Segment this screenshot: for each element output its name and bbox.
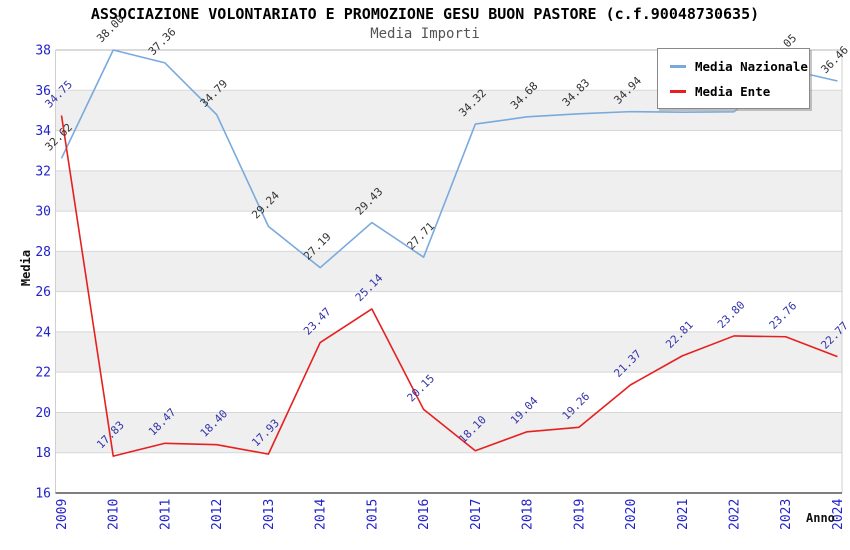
y-tick-label: 22 (35, 366, 51, 381)
point-label-media-nazionale: 38.00 (94, 13, 127, 46)
y-tick-label: 20 (35, 406, 51, 421)
series-line-media-nazionale (60, 49, 838, 269)
grid-band (55, 412, 842, 453)
x-axis-title: Anno (806, 511, 835, 525)
x-tick-label: 2013 (262, 499, 277, 530)
grid-band (55, 211, 842, 252)
x-tick-label: 2014 (314, 499, 329, 530)
x-tick-label: 2018 (521, 499, 536, 530)
grid-band (55, 130, 842, 171)
legend-label-media-ente: Media Ente (695, 84, 771, 99)
y-tick-label: 30 (35, 205, 51, 220)
chart-title: ASSOCIAZIONE VOLONTARIATO E PROMOZIONE G… (90, 5, 760, 23)
x-tick-label: 2009 (55, 499, 70, 530)
x-tick-label: 2015 (365, 499, 380, 530)
legend-item-media-ente: Media Ente (670, 84, 801, 99)
grid-band (55, 251, 842, 292)
x-tick-label: 2023 (779, 499, 794, 530)
x-tick-label: 2016 (417, 499, 432, 530)
legend-label-media-nazionale: Media Nazionale (695, 59, 808, 74)
y-tick-label: 32 (35, 164, 51, 179)
media-ente-line-swatch-icon (670, 90, 686, 93)
y-axis-title: Media (19, 249, 33, 287)
x-tick-label: 2012 (210, 499, 225, 530)
x-tick-label: 2017 (469, 499, 484, 530)
grid-band (55, 331, 842, 373)
legend: Media Nazionale Media Ente (657, 48, 810, 109)
x-tick-label: 2024 (831, 499, 846, 530)
y-tick-label: 24 (35, 325, 51, 340)
chart-subtitle: Media Importi (370, 26, 480, 42)
grid-band (55, 372, 842, 413)
series-line-media-ente (60, 115, 838, 457)
grid-band (55, 452, 842, 493)
y-tick-label: 26 (35, 285, 51, 300)
y-tick-label: 18 (35, 446, 51, 461)
y-tick-label: 34 (35, 124, 51, 139)
x-tick-label: 2020 (624, 499, 639, 530)
x-tick-label: 2021 (676, 499, 691, 530)
y-tick-label: 16 (35, 487, 51, 502)
media-nazionale-line-swatch-icon (670, 65, 686, 68)
x-tick-label: 2022 (727, 499, 742, 530)
grid-band (55, 291, 842, 332)
x-tick-label: 2019 (572, 499, 587, 530)
x-tick-label: 2011 (158, 499, 173, 530)
y-tick-label: 36 (35, 84, 51, 99)
y-tick-label: 28 (35, 245, 51, 260)
x-tick-label: 2010 (107, 499, 122, 530)
y-tick-label: 38 (35, 44, 51, 59)
legend-item-media-nazionale: Media Nazionale (670, 59, 808, 74)
